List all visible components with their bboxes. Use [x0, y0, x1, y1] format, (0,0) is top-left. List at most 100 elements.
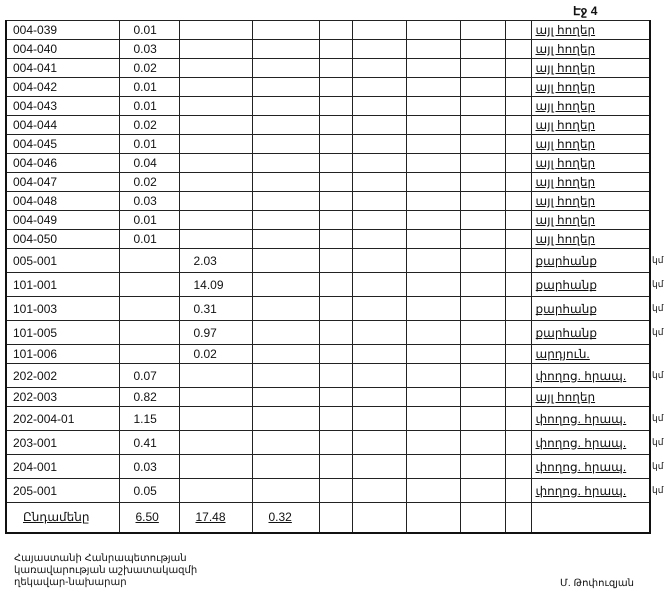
empty-cell [504, 77, 532, 97]
area-b [178, 134, 253, 154]
area-c [251, 96, 320, 116]
parcel-code: 101-005 [5, 320, 120, 345]
empty-cell [351, 406, 407, 431]
area-a: 0.01 [118, 96, 180, 116]
empty-cell [405, 153, 461, 173]
empty-cell [318, 272, 353, 297]
total-label: Ընդամենը [5, 502, 120, 534]
empty-cell [459, 96, 506, 116]
area-b [178, 96, 253, 116]
empty-cell [351, 229, 407, 249]
area-b [178, 77, 253, 97]
empty-cell [351, 430, 407, 455]
area-c [251, 387, 320, 407]
parcel-code: 101-006 [5, 344, 120, 364]
empty-cell [504, 134, 532, 154]
land-type: քարհանք [530, 248, 651, 273]
area-c [251, 20, 320, 40]
empty-cell [318, 502, 353, 534]
parcel-code: 004-039 [5, 20, 120, 40]
empty-cell [459, 430, 506, 455]
land-table: 004-039 0.01 այլ հողեր 004-040 0.03 այլ հողեր… [5, 20, 651, 534]
table-row: 205-001 0.05 փողոց. հրապ. [5, 478, 651, 503]
row-suffix: կմ [652, 303, 664, 313]
land-type: այլ հողեր [530, 96, 651, 116]
row-suffix: կմ [652, 279, 664, 289]
table-row: 004-040 0.03 այլ հողեր [5, 39, 651, 59]
empty-cell [351, 115, 407, 135]
empty-cell [459, 502, 506, 534]
empty-cell [504, 20, 532, 40]
empty-cell [318, 344, 353, 364]
empty-cell [405, 296, 461, 321]
parcel-code: 004-049 [5, 210, 120, 230]
area-a [118, 248, 180, 273]
parcel-code: 202-003 [5, 387, 120, 407]
table-row: 004-050 0.01 այլ հողեր [5, 229, 651, 249]
area-a: 0.01 [118, 134, 180, 154]
empty-cell [318, 406, 353, 431]
parcel-code: 205-001 [5, 478, 120, 503]
table-row: 004-046 0.04 այլ հողեր [5, 153, 651, 173]
table-row: 101-001 14.09 քարհանք [5, 272, 651, 297]
area-c [251, 172, 320, 192]
empty-cell [459, 478, 506, 503]
row-suffix: կմ [652, 370, 664, 380]
empty-cell [405, 502, 461, 534]
area-c [251, 58, 320, 78]
title-line: Հայաստանի Հանրապետության [14, 553, 187, 564]
empty-cell [318, 153, 353, 173]
empty-cell [351, 478, 407, 503]
empty-cell [504, 296, 532, 321]
area-c [251, 320, 320, 345]
empty-cell [318, 229, 353, 249]
area-a: 0.05 [118, 478, 180, 503]
empty-cell [318, 454, 353, 479]
parcel-code: 204-001 [5, 454, 120, 479]
empty-cell [504, 272, 532, 297]
signatory-name: Մ. Թոփուզյան [560, 578, 634, 589]
area-b [178, 478, 253, 503]
area-a [118, 296, 180, 321]
area-b: 0.97 [178, 320, 253, 345]
empty-cell [405, 210, 461, 230]
parcel-code: 004-048 [5, 191, 120, 211]
empty-cell [459, 191, 506, 211]
empty-cell [351, 210, 407, 230]
empty-cell [405, 272, 461, 297]
empty-cell [318, 430, 353, 455]
area-c [251, 134, 320, 154]
row-suffix: կմ [652, 413, 664, 423]
empty-cell [405, 248, 461, 273]
area-c [251, 77, 320, 97]
empty-cell [405, 344, 461, 364]
land-type: քարհանք [530, 296, 651, 321]
table-row: 004-047 0.02 այլ հողեր [5, 172, 651, 192]
empty-cell [504, 320, 532, 345]
empty-cell [405, 191, 461, 211]
area-a: 0.82 [118, 387, 180, 407]
empty-cell [318, 172, 353, 192]
empty-cell [459, 363, 506, 388]
land-type: փողոց. հրապ. [530, 363, 651, 388]
empty-cell [351, 248, 407, 273]
empty-cell [405, 387, 461, 407]
empty-cell [351, 153, 407, 173]
table-row: 004-041 0.02 այլ հողեր [5, 58, 651, 78]
table-row: 101-006 0.02 արդյուն. [5, 344, 651, 364]
empty-cell [459, 406, 506, 431]
area-b [178, 210, 253, 230]
area-a: 0.07 [118, 363, 180, 388]
area-c [251, 153, 320, 173]
empty-cell [504, 210, 532, 230]
area-b [178, 20, 253, 40]
parcel-code: 101-003 [5, 296, 120, 321]
area-c [251, 248, 320, 273]
empty-cell [459, 454, 506, 479]
area-a: 0.03 [118, 191, 180, 211]
empty-cell [504, 153, 532, 173]
area-a: 0.02 [118, 172, 180, 192]
empty-cell [405, 320, 461, 345]
area-c [251, 115, 320, 135]
empty-cell [459, 153, 506, 173]
